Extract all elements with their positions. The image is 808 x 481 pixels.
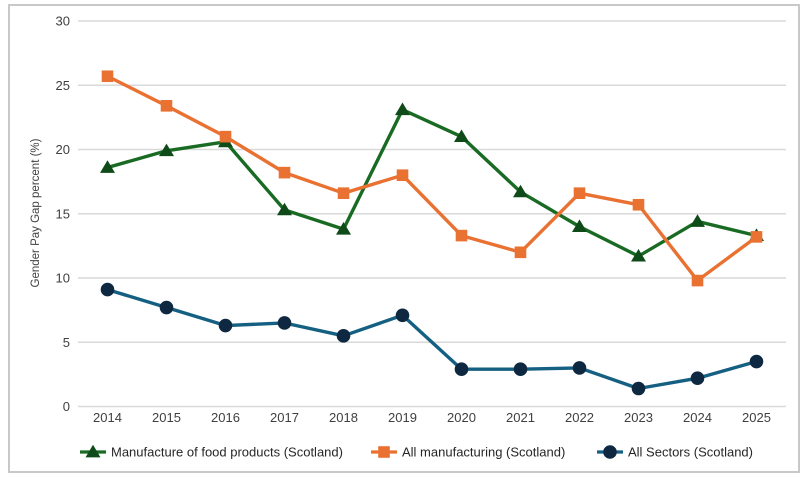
triangle-icon <box>85 444 101 458</box>
data-point-marker <box>336 221 351 235</box>
data-point-marker <box>396 169 409 181</box>
data-point-marker <box>159 143 174 157</box>
legend-item-all-manufacturing-scotland: All manufacturing (Scotland) <box>371 445 565 460</box>
y-tick-label: 15 <box>56 206 70 221</box>
data-point-marker <box>690 214 705 227</box>
data-point-marker <box>514 246 527 259</box>
data-point-marker <box>631 381 646 396</box>
y-tick-label: 0 <box>63 399 70 414</box>
data-point-marker <box>749 354 764 369</box>
series-line-all-sectors-scotland <box>105 287 759 391</box>
series-line-manufacture-of-food-products-scotland <box>105 107 759 258</box>
data-point-marker <box>277 202 292 216</box>
data-point-marker <box>632 198 645 211</box>
x-tick-label: 2015 <box>152 410 181 425</box>
data-point-marker <box>395 102 410 116</box>
data-point-marker <box>572 361 587 375</box>
data-point-marker <box>277 316 292 330</box>
legend-label: All manufacturing (Scotland) <box>402 445 565 460</box>
data-series <box>100 70 764 396</box>
data-point-marker <box>101 70 114 83</box>
data-point-marker <box>513 362 528 377</box>
x-tick-label: 2024 <box>683 410 712 425</box>
series-all-manufacturing-scotland <box>101 70 763 287</box>
data-point-marker <box>159 300 174 315</box>
legend-item-all-sectors-scotland: All Sectors (Scotland) <box>597 445 753 460</box>
chart-border <box>8 4 800 473</box>
data-point-marker <box>573 187 586 199</box>
data-point-marker <box>631 248 646 262</box>
legend-label: All Sectors (Scotland) <box>628 445 753 460</box>
data-point-marker <box>513 184 528 198</box>
data-point-marker <box>454 362 469 377</box>
data-point-marker <box>690 371 705 386</box>
series-line-all-manufacturing-scotland <box>105 74 759 283</box>
y-tick-label: 30 <box>56 14 70 29</box>
x-tick-label: 2022 <box>565 410 594 425</box>
y-axis-title: Gender Pay Gap percent (%) <box>30 138 42 287</box>
x-tick-label: 2016 <box>211 410 240 425</box>
legend-label: Manufacture of food products (Scotland) <box>111 445 343 460</box>
data-point-marker <box>337 187 350 199</box>
x-tick-label: 2017 <box>270 410 299 425</box>
data-point-marker <box>691 274 704 287</box>
x-tick-label: 2021 <box>506 410 535 425</box>
x-tick-label: 2023 <box>624 410 653 425</box>
circle-icon <box>603 445 617 459</box>
y-tick-label: 5 <box>63 335 70 350</box>
y-tick-label: 25 <box>56 78 70 93</box>
data-point-marker <box>218 318 233 333</box>
data-point-marker <box>219 130 232 143</box>
data-point-marker <box>100 160 115 173</box>
x-tick-label: 2019 <box>388 410 417 425</box>
x-tick-label: 2014 <box>93 410 122 425</box>
data-point-marker <box>100 282 115 297</box>
data-point-marker <box>455 229 468 242</box>
gridlines <box>78 20 786 408</box>
data-point-marker <box>454 129 469 143</box>
legend-item-manufacture-of-food-products-scotland: Manufacture of food products (Scotland) <box>80 445 343 460</box>
x-tick-label: 2018 <box>329 410 358 425</box>
y-tick-label: 10 <box>56 271 70 286</box>
data-point-marker <box>278 166 291 179</box>
chart-legend: Manufacture of food products (Scotland) A… <box>80 445 753 460</box>
data-point-marker <box>750 231 763 243</box>
data-point-marker <box>572 219 587 232</box>
data-point-marker <box>336 329 351 343</box>
x-tick-label: 2020 <box>447 410 476 425</box>
x-tick-label: 2025 <box>742 410 771 425</box>
square-icon <box>378 446 390 458</box>
data-point-marker <box>395 308 410 323</box>
series-all-sectors-scotland <box>100 282 764 396</box>
data-point-marker <box>160 100 173 112</box>
y-tick-label: 20 <box>56 142 70 157</box>
